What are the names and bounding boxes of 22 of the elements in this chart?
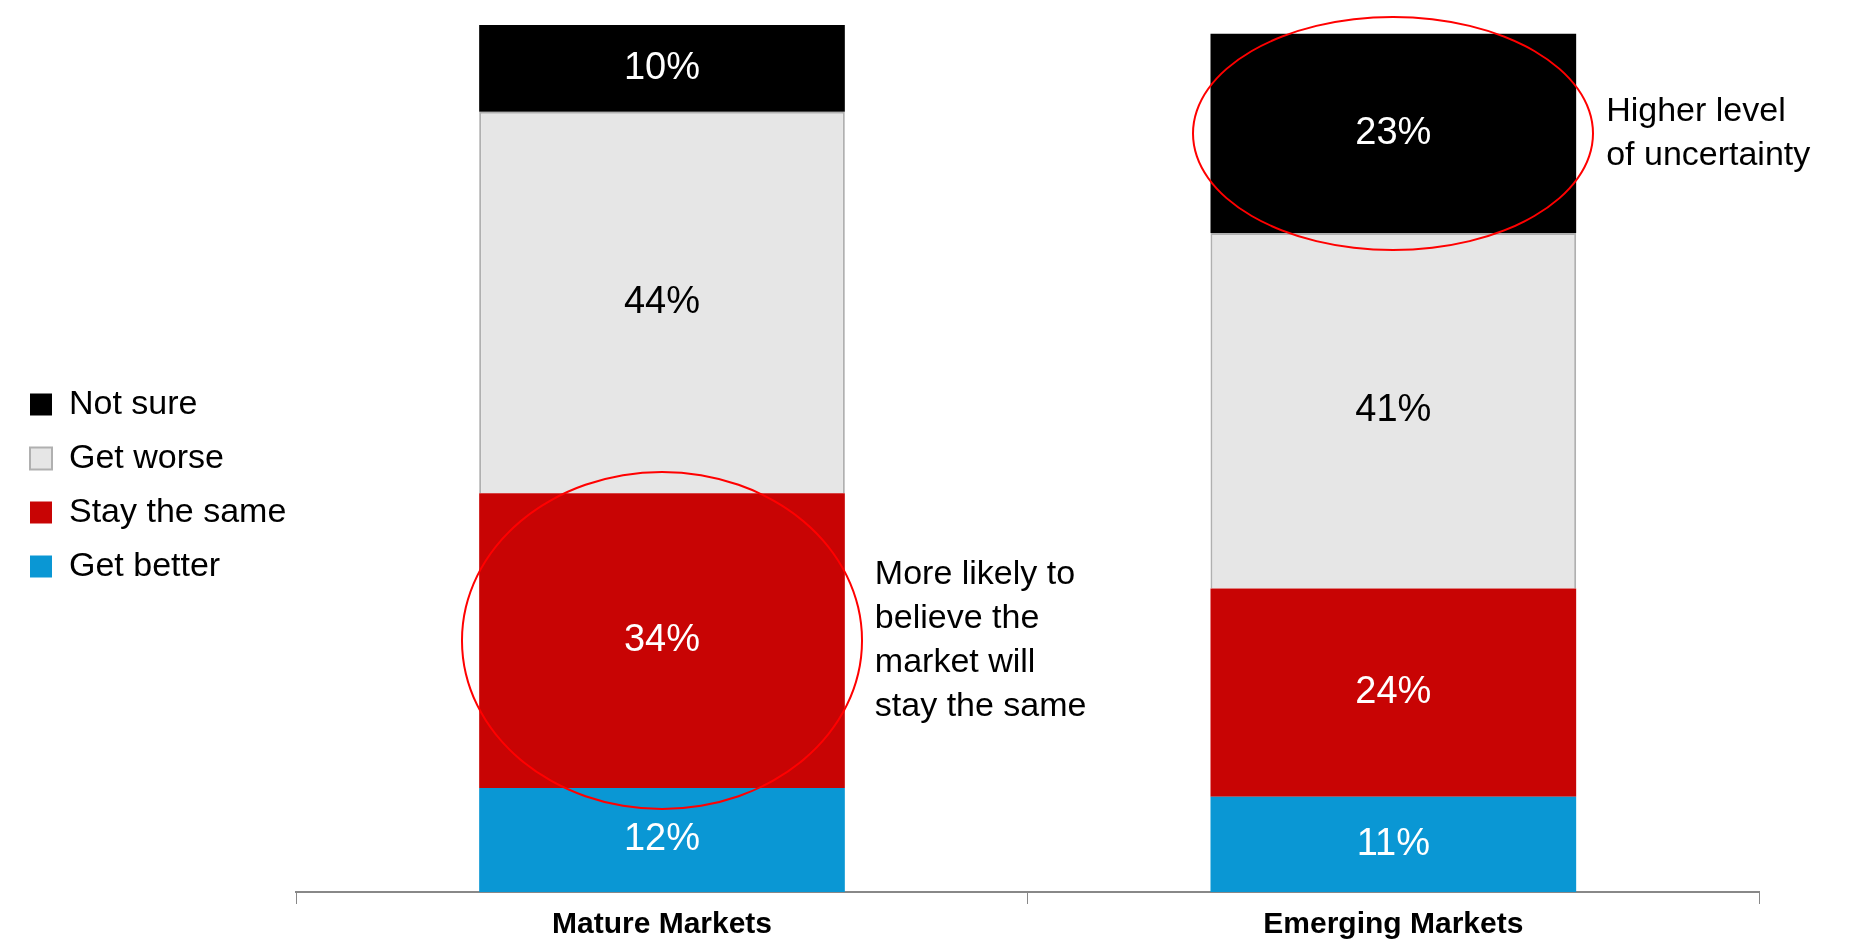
legend-label: Not sure: [69, 382, 198, 421]
data-label: 10%: [623, 44, 701, 87]
legend-label: Stay the same: [69, 490, 287, 529]
data-label: 34%: [623, 617, 701, 660]
data-label: 23%: [1355, 109, 1432, 152]
annotation: Higher level of uncertainty: [1606, 89, 1811, 172]
bar: [479, 787, 845, 892]
bar: [1210, 33, 1577, 234]
legend-label: Get better: [69, 544, 221, 583]
x-tick-label: Mature Markets: [551, 906, 773, 940]
bar: [479, 493, 845, 788]
bar: [1210, 796, 1577, 892]
data-label: 44%: [623, 278, 701, 321]
bar: [1210, 588, 1577, 797]
data-label: 41%: [1355, 387, 1432, 430]
annotation: More likely to believe the market will stay the same: [874, 552, 1087, 723]
legend-label: Get worse: [69, 436, 224, 475]
data-label: 11%: [1356, 820, 1430, 863]
data-label: 24%: [1355, 669, 1432, 712]
x-tick-label: Emerging Markets: [1263, 906, 1524, 940]
bar: [479, 25, 845, 112]
data-label: 12%: [623, 816, 701, 859]
